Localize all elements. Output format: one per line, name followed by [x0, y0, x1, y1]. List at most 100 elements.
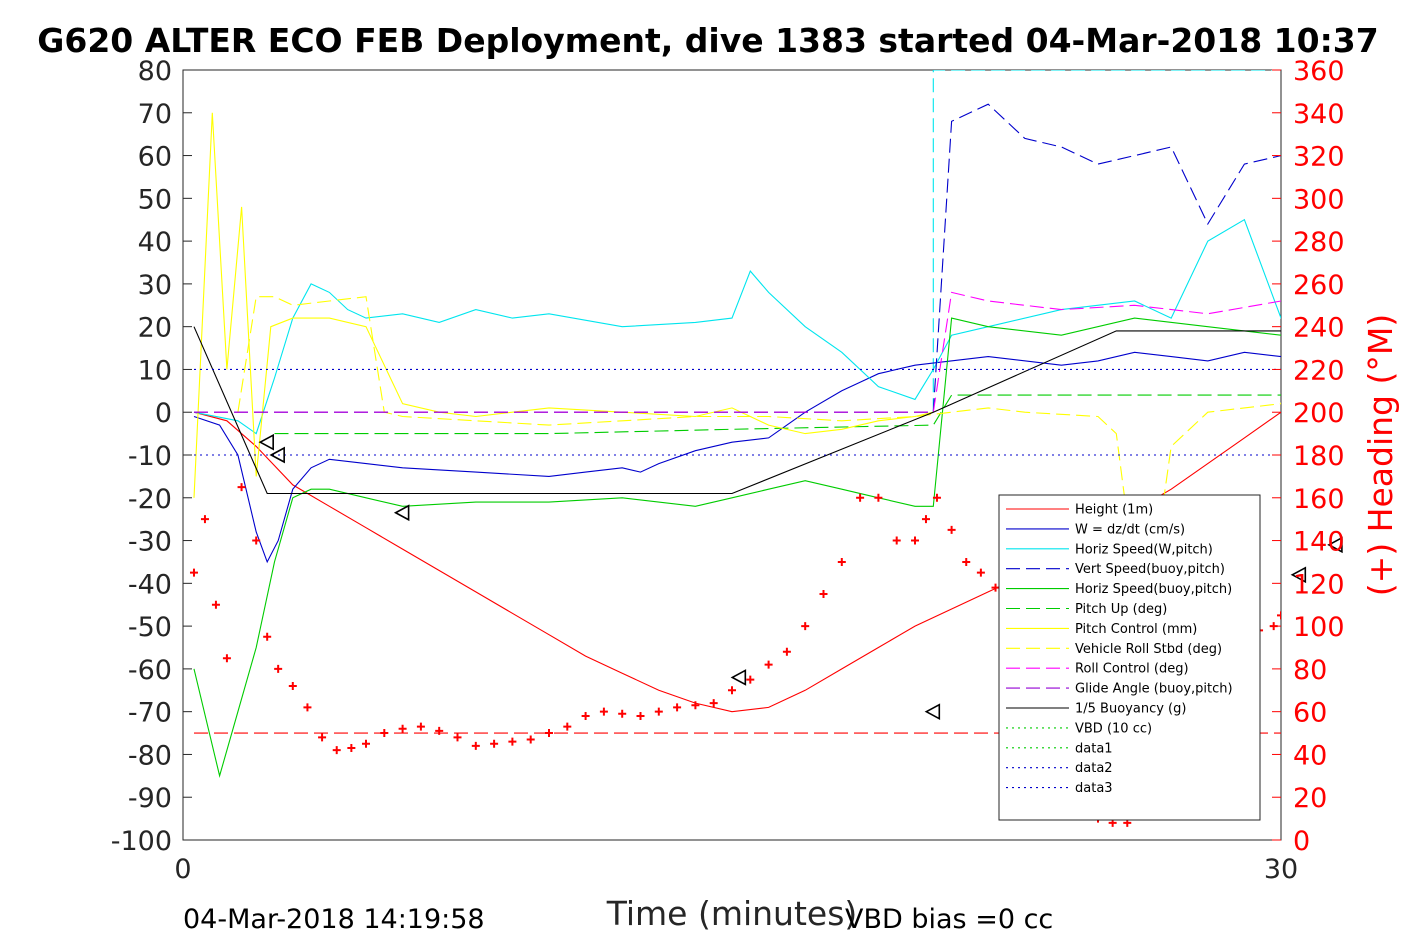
y-right-tick-label: 80 [1293, 655, 1327, 686]
heading-point [581, 711, 590, 720]
y-left-tick-label: -70 [128, 698, 172, 729]
y-left-tick-label: -90 [128, 783, 172, 814]
y-left-tick-label: 40 [138, 227, 172, 258]
series-line-glide-angle-buoy-pitch- [194, 291, 1281, 413]
legend-entry: Roll Control (deg) [1075, 662, 1189, 677]
heading-point [526, 735, 535, 744]
x-tick-label: 0 [174, 854, 191, 885]
y-right-tick-label: 240 [1293, 313, 1345, 344]
heading-point [764, 660, 773, 669]
heading-point [976, 568, 985, 577]
heading-point [563, 722, 572, 731]
heading-point [837, 557, 846, 566]
y-left-tick-label: 30 [138, 270, 172, 301]
glider-marker [258, 433, 274, 451]
series-line-vert-speed-buoy-pitch- [932, 103, 1281, 413]
series-line-w-dz-dt-cm-s- [193, 351, 1281, 564]
heading-point [1277, 611, 1281, 620]
x-axis: 0 30 [174, 854, 1298, 885]
y-left-tick-label: 0 [155, 398, 172, 429]
heading-point [318, 733, 327, 742]
heading-point [636, 711, 645, 720]
y-left-tick-label: 20 [138, 313, 172, 344]
legend-entry: data3 [1075, 781, 1113, 796]
y-left-tick-label: 50 [138, 184, 172, 215]
x-tick-label: 30 [1264, 854, 1298, 885]
y-right-tick-label: 220 [1293, 355, 1345, 386]
y-left-tick-label: -100 [111, 826, 172, 857]
legend-entry: data1 [1075, 741, 1113, 756]
heading-point [211, 600, 220, 609]
heading-point [508, 737, 517, 746]
y-left-tick-label: 80 [138, 56, 172, 87]
legend-entry: Vehicle Roll Stbd (deg) [1075, 642, 1222, 657]
y-left-tick-label: -80 [128, 740, 172, 771]
y-right-tick-label: 140 [1293, 527, 1345, 558]
y-right-tick-label: 280 [1293, 227, 1345, 258]
heading-point [380, 729, 389, 738]
y-left-tick-label: -20 [128, 484, 172, 515]
legend-entry: VBD (10 cc) [1075, 721, 1152, 736]
heading-point [874, 493, 883, 502]
y-left-tick-label: -10 [128, 441, 172, 472]
glider-marker [269, 446, 285, 464]
y-right-tick-label: 300 [1293, 184, 1345, 215]
heading-point [471, 741, 480, 750]
glider-marker [924, 703, 941, 721]
legend-entry: Pitch Up (deg) [1075, 602, 1167, 617]
footer-timestamp: 04-Mar-2018 14:19:58 [183, 904, 485, 935]
y-left-tick-label: 10 [138, 355, 172, 386]
heading-point [545, 729, 553, 738]
series-line-horiz-speed-w-pitch- [193, 218, 1281, 435]
legend-entry: data2 [1075, 761, 1113, 776]
y-left-tick-label: 60 [138, 142, 172, 173]
heading-point [490, 739, 499, 748]
y-right-tick-label: 160 [1293, 484, 1345, 515]
left-y-axis: 80 70 60 50 40 30 20 10 0 -10 -20 -30 -40 -50 -60 -70 -8… [111, 56, 192, 857]
glider-marker [1327, 536, 1343, 554]
x-axis-label: Time (minutes) [606, 894, 858, 933]
heading-point [746, 675, 755, 684]
series-line-vbd-10-cc- [193, 326, 1281, 495]
y-right-tick-label: 60 [1293, 698, 1327, 729]
heading-point [332, 746, 341, 755]
y-left-tick-label: -50 [128, 612, 172, 643]
heading-point [189, 568, 198, 577]
heading-point [728, 686, 736, 695]
right-y-axis-label: (+) Heading (°M) [1361, 314, 1400, 596]
heading-point [252, 536, 261, 545]
heading-point [932, 493, 941, 502]
heading-point [274, 664, 283, 673]
y-left-tick-label: 70 [138, 99, 172, 130]
legend-entry: Vert Speed(buoy,pitch) [1075, 562, 1225, 577]
footer-vbd-bias: VBD bias =0 cc [845, 904, 1053, 935]
legend-entry: W = dz/dt (cm/s) [1075, 522, 1185, 537]
heading-point [921, 515, 930, 524]
glider-marker [730, 669, 747, 686]
heading-point [453, 733, 462, 742]
legend-entry: Glide Angle (buoy,pitch) [1075, 682, 1233, 697]
y-right-tick-label: 180 [1293, 441, 1345, 472]
heading-point [347, 744, 356, 753]
y-left-tick-label: -30 [128, 527, 172, 558]
heading-point [819, 590, 828, 599]
y-right-tick-label: 120 [1293, 569, 1345, 600]
heading-point [222, 654, 231, 663]
y-left-tick-label: -60 [128, 655, 172, 686]
heading-point [782, 647, 791, 656]
heading-point [962, 557, 971, 566]
chart-legend: Height (1m) W = dz/dt (cm/s) Horiz Speed(W… [998, 494, 1261, 821]
heading-point [691, 701, 700, 710]
heading-point [856, 493, 865, 502]
chart-title: G620 ALTER ECO FEB Deployment, dive 1383… [37, 21, 1378, 60]
heading-point [362, 739, 370, 748]
heading-point [991, 583, 1000, 592]
y-right-tick-label: 260 [1293, 270, 1345, 301]
series-line-pitch-up-deg- [193, 317, 1281, 778]
heading-point [709, 699, 718, 708]
y-right-tick-label: 40 [1293, 740, 1327, 771]
glider-marker [1290, 566, 1307, 584]
heading-point [801, 622, 810, 631]
heading-point [200, 515, 209, 524]
